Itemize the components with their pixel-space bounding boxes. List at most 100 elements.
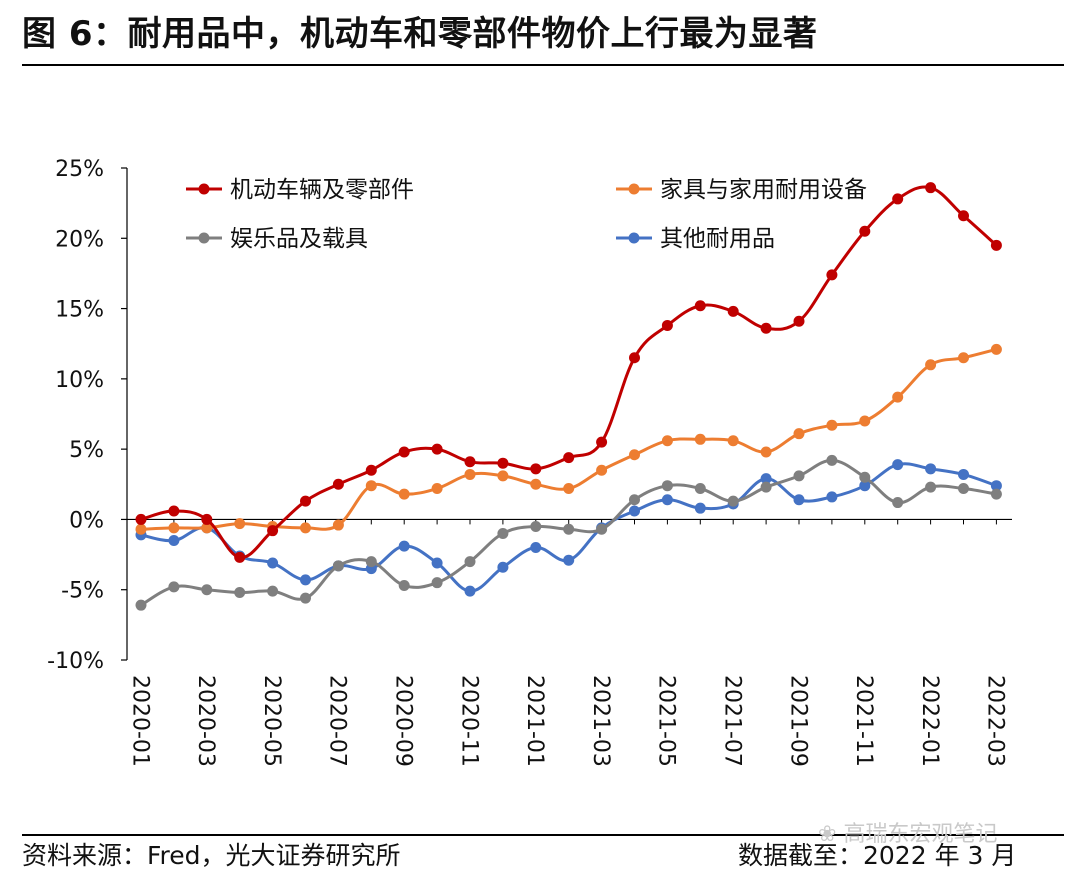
data-point xyxy=(464,556,476,568)
data-point xyxy=(990,480,1002,492)
data-point xyxy=(365,464,377,476)
data-point xyxy=(727,435,739,447)
line-chart: 25% 20% 15% 10% 5% 0% -5% -10% 2020-01 2020-03 202… xyxy=(47,157,1012,767)
data-point xyxy=(694,483,706,495)
source-note: 资料来源：Fred，光大证券研究所 xyxy=(22,841,401,870)
data-point xyxy=(892,193,904,205)
data-point xyxy=(629,352,640,364)
data-point xyxy=(958,352,969,364)
data-point xyxy=(826,491,838,503)
data-point xyxy=(464,468,476,480)
legend-item-3: 娱乐品及载具 xyxy=(186,226,368,252)
page-title: 图 6：耐用品中，机动车和零部件物价上行最为显著 xyxy=(22,14,818,54)
data-point xyxy=(530,520,542,532)
y-tick-label: 5% xyxy=(69,438,104,463)
data-point xyxy=(958,468,969,480)
x-tick-label: 2021-11 xyxy=(851,675,876,767)
data-point xyxy=(464,585,476,597)
series-line xyxy=(140,347,997,531)
y-tick-label: 25% xyxy=(55,157,104,182)
x-tick-label: 2022-01 xyxy=(917,675,942,767)
data-point xyxy=(168,522,180,534)
data-point xyxy=(958,483,969,495)
chart-axes: 25% 20% 15% 10% 5% 0% -5% -10% 2020-01 2020-03 202… xyxy=(47,157,1012,767)
data-point xyxy=(530,542,542,554)
data-point xyxy=(201,584,213,596)
wechat-icon: ❀ xyxy=(818,822,844,847)
data-point xyxy=(793,315,805,327)
data-point xyxy=(892,391,904,403)
data-point xyxy=(497,457,509,469)
data-point xyxy=(332,560,344,572)
chart-series xyxy=(135,182,1002,611)
x-tick-label: 2020-11 xyxy=(456,675,481,767)
x-tick-label: 2021-05 xyxy=(654,675,679,767)
data-point xyxy=(267,585,279,597)
data-point xyxy=(563,452,575,464)
data-point xyxy=(629,494,640,506)
data-point xyxy=(497,527,509,539)
data-point xyxy=(760,322,772,334)
data-point xyxy=(990,488,1002,500)
legend-label: 其他耐用品 xyxy=(660,226,775,252)
data-point xyxy=(431,557,443,569)
data-point xyxy=(168,505,180,517)
data-point xyxy=(267,525,279,537)
data-point xyxy=(563,554,575,566)
x-tick-label: 2020-09 xyxy=(391,675,416,767)
x-tick-label: 2021-03 xyxy=(588,675,613,767)
x-tick-label: 2021-01 xyxy=(522,675,547,767)
data-point xyxy=(267,557,279,569)
series-2 xyxy=(135,343,1002,535)
data-point xyxy=(760,446,772,458)
data-point xyxy=(234,518,246,530)
series-3 xyxy=(135,454,1002,611)
data-point xyxy=(398,446,410,458)
legend-item-4: 其他耐用品 xyxy=(616,226,775,252)
legend-label: 家具与家用耐用设备 xyxy=(660,177,867,203)
data-point xyxy=(826,269,838,281)
x-tick-label: 2021-09 xyxy=(785,675,810,767)
data-point xyxy=(431,577,443,589)
data-point xyxy=(760,481,772,493)
data-point xyxy=(859,415,871,427)
data-point xyxy=(497,470,509,482)
data-point xyxy=(300,592,311,604)
data-point xyxy=(596,464,608,476)
data-point xyxy=(760,473,772,485)
data-point xyxy=(563,523,575,535)
data-point xyxy=(398,579,410,591)
data-point xyxy=(990,239,1002,251)
data-point xyxy=(365,480,377,492)
data-point xyxy=(661,319,673,331)
legend-swatch-marker xyxy=(628,183,640,195)
data-point xyxy=(925,182,937,194)
legend-swatch-marker xyxy=(198,183,210,195)
data-point xyxy=(332,478,344,490)
data-point xyxy=(859,471,871,483)
data-point xyxy=(168,535,180,547)
data-point xyxy=(234,587,246,599)
data-point xyxy=(300,522,311,534)
legend-swatch-marker xyxy=(628,232,640,244)
series-1 xyxy=(135,182,1002,563)
data-point xyxy=(694,502,706,514)
data-point xyxy=(661,480,673,492)
data-point xyxy=(234,551,246,563)
legend-label: 机动车辆及零部件 xyxy=(230,177,414,203)
x-tick-label: 2020-05 xyxy=(259,675,284,767)
data-point xyxy=(727,305,739,317)
data-point xyxy=(925,463,937,475)
legend-item-2: 家具与家用耐用设备 xyxy=(616,177,867,203)
data-point xyxy=(332,519,344,531)
x-tick-label: 2020-07 xyxy=(325,675,350,767)
data-point xyxy=(431,483,443,495)
data-point xyxy=(793,428,805,440)
data-point xyxy=(464,456,476,468)
data-point xyxy=(793,494,805,506)
data-point xyxy=(727,495,739,507)
legend-swatch-marker xyxy=(198,232,210,244)
data-point xyxy=(530,463,542,475)
data-point xyxy=(431,443,443,455)
